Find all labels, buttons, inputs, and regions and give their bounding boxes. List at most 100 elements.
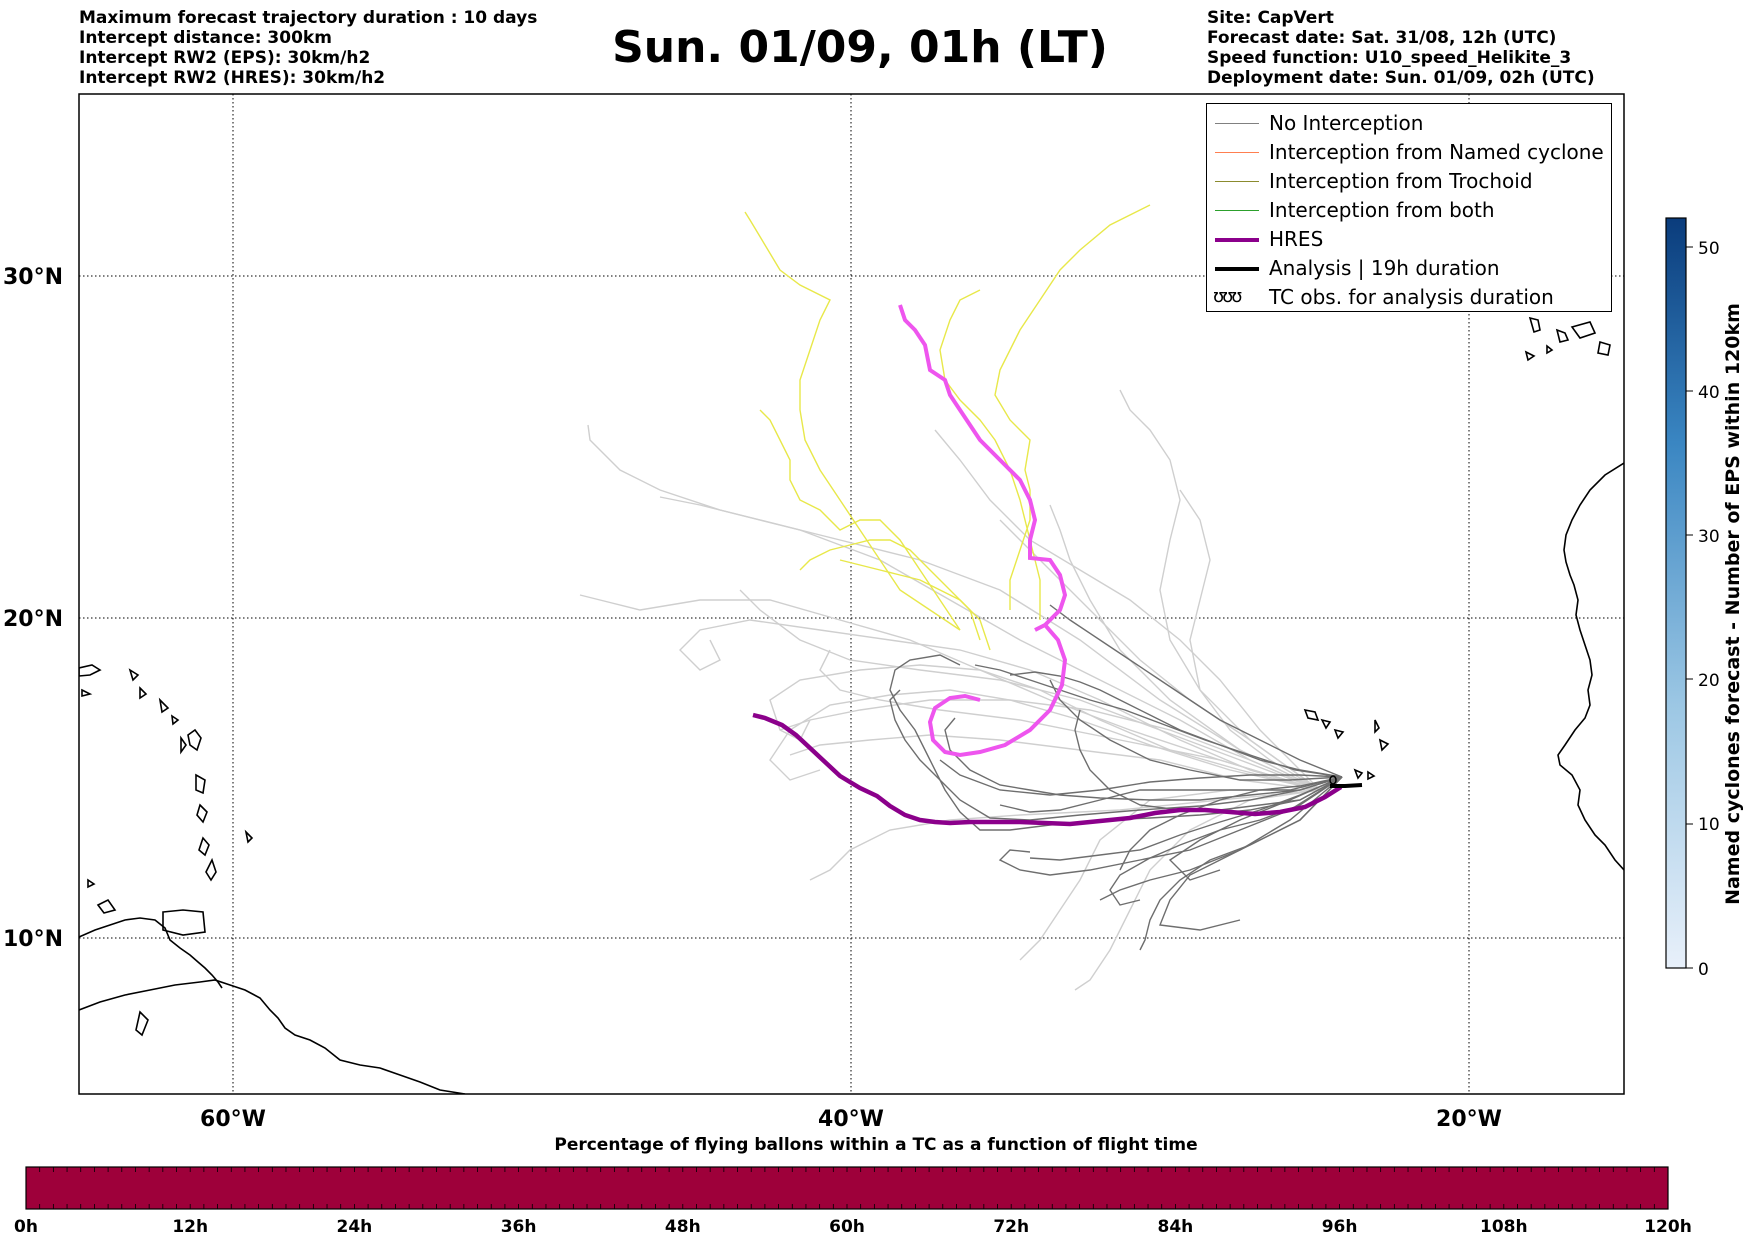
trajectory-path xyxy=(789,734,1321,791)
trajectory-path xyxy=(659,496,1321,791)
legend-item-both: Interception from both xyxy=(1207,196,1611,225)
trajectory-path xyxy=(779,699,1321,791)
lon-label: 60°W xyxy=(200,1107,266,1132)
colorbar-tick-label: 120h xyxy=(1644,1217,1692,1237)
lat-label: 10°N xyxy=(3,927,63,952)
colorbar-tick-label: 20 xyxy=(1698,671,1720,691)
legend-label: Analysis | 19h duration xyxy=(1269,256,1500,280)
legend-line-swatch xyxy=(1215,152,1259,153)
caribbean-coast xyxy=(79,917,223,989)
trajectory-path xyxy=(1049,679,1343,781)
trajectory-path xyxy=(1099,776,1343,901)
bottom-colorbar-ticks xyxy=(39,1167,1655,1209)
colorbar-tick-label: 50 xyxy=(1698,239,1720,259)
colorbar-tick-label: 48h xyxy=(665,1217,701,1237)
hres-trajectory xyxy=(752,712,1343,827)
legend-line-swatch xyxy=(1215,123,1259,124)
analysis-trajectory xyxy=(1330,783,1363,788)
trajectory-path xyxy=(1074,709,1343,811)
virgin-islands xyxy=(79,664,180,1037)
colorbar-right-label: Named cyclones forecast - Number of EPS … xyxy=(1722,303,1744,905)
legend-label: Interception from Trochoid xyxy=(1269,169,1533,193)
graticule xyxy=(79,94,1624,1094)
named-cyclones-colorbar xyxy=(1665,217,1687,969)
tc-symbol-icon: ʊʊʊ xyxy=(1213,286,1242,307)
trajectory-path xyxy=(1049,504,1321,791)
trajectory-path xyxy=(999,519,1321,791)
trajectory-path xyxy=(1049,604,1343,778)
legend-item-named-cyclone: Interception from Named cyclone xyxy=(1207,138,1611,167)
cape-verde-islands xyxy=(1303,708,1390,781)
trajectory-path xyxy=(679,619,1321,791)
right-colorbar-ticks xyxy=(1686,246,1693,969)
colorbar-tick-label: 84h xyxy=(1158,1217,1194,1237)
trajectory-path xyxy=(1159,776,1343,931)
bottom-colorbar-labels: 0h 12h 24h 36h 48h 60h 72h 84h 96h 108h 120h xyxy=(14,1217,1692,1237)
trajectory-path xyxy=(994,204,1151,610)
colorbar-tick-label: 30 xyxy=(1698,527,1720,547)
trajectory-path xyxy=(839,559,991,651)
info-right-block: Site: CapVert Forecast date: Sat. 31/08,… xyxy=(1207,8,1595,88)
info-left-line: Intercept RW2 (HRES): 30km/h2 xyxy=(79,68,386,88)
trajectory-path xyxy=(819,649,1321,791)
lon-label: 40°W xyxy=(818,1107,884,1132)
legend-label: Interception from both xyxy=(1269,198,1495,222)
legend-label: Interception from Named cyclone xyxy=(1269,140,1604,164)
info-left-line: Maximum forecast trajectory duration : 1… xyxy=(79,8,538,28)
trajectory-path xyxy=(1019,789,1320,961)
africa-coast xyxy=(1557,462,1624,871)
trajectory-path xyxy=(1119,776,1343,871)
colorbar-tick-label: 0h xyxy=(14,1217,38,1237)
legend-label: HRES xyxy=(1269,227,1324,251)
legend-line-swatch xyxy=(1215,238,1259,242)
trajectory-path xyxy=(889,689,1343,821)
colorbar-tick-label: 96h xyxy=(1322,1217,1358,1237)
colorbar-tick-label: 10 xyxy=(1698,815,1720,835)
hres-extension-trajectory xyxy=(898,304,1068,758)
info-right-line: Forecast date: Sat. 31/08, 12h (UTC) xyxy=(1207,28,1557,48)
colorbar-tick-label: 108h xyxy=(1480,1217,1528,1237)
trajectory-path xyxy=(999,776,1343,813)
trajectory-path xyxy=(1168,776,1343,881)
trajectory-path xyxy=(1029,776,1343,861)
trajectory-path xyxy=(934,429,1321,791)
info-left-line: Intercept RW2 (EPS): 30km/h2 xyxy=(79,48,371,68)
trajectory-path xyxy=(759,409,961,631)
lat-label: 30°N xyxy=(3,265,63,290)
tc-observation-icon xyxy=(1329,775,1337,785)
info-left-line: Intercept distance: 300km xyxy=(79,28,332,48)
trajectory-path xyxy=(739,589,1321,791)
trinidad-island xyxy=(162,909,206,936)
legend-label: TC obs. for analysis duration xyxy=(1269,285,1554,309)
trajectory-path xyxy=(1009,671,1343,778)
colorbar-tick-label: 40 xyxy=(1698,383,1720,403)
legend-label: No Interception xyxy=(1269,111,1424,135)
trajectory-path xyxy=(744,211,961,631)
trajectory-path xyxy=(579,594,1321,791)
lon-label: 20°W xyxy=(1436,1107,1502,1132)
legend-item-analysis: Analysis | 19h duration xyxy=(1207,254,1611,283)
info-right-line: Speed function: U10_speed_Helikite_3 xyxy=(1207,48,1572,68)
legend-item-hres: HRES xyxy=(1207,225,1611,254)
trajectory-path xyxy=(1074,789,1321,991)
info-left-block: Maximum forecast trajectory duration : 1… xyxy=(79,8,537,88)
south-america-coast xyxy=(79,979,466,1094)
trajectory-path xyxy=(1179,489,1321,791)
info-right-line: Deployment date: Sun. 01/09, 02h (UTC) xyxy=(1207,68,1595,88)
colorbar-tick-label: 24h xyxy=(337,1217,373,1237)
colorbar-tick-label: 60h xyxy=(829,1217,865,1237)
colorbar-tick-label: 0 xyxy=(1698,960,1709,980)
colorbar-tick-label: 36h xyxy=(501,1217,537,1237)
legend-line-swatch xyxy=(1215,267,1259,271)
lat-label: 20°N xyxy=(3,607,63,632)
trajectory-path xyxy=(799,539,981,641)
trajectory-path xyxy=(1119,389,1321,791)
trajectory-path xyxy=(939,759,1343,796)
trajectory-path xyxy=(809,789,1321,881)
legend-item-no-interception: No Interception xyxy=(1207,109,1611,138)
legend: No Interception Interception from Named … xyxy=(1206,103,1612,312)
colorbar-tick-label: 12h xyxy=(172,1217,208,1237)
trajectory-path xyxy=(889,654,1343,831)
legend-item-tc-obs: ʊʊʊ TC obs. for analysis duration xyxy=(1207,283,1611,312)
